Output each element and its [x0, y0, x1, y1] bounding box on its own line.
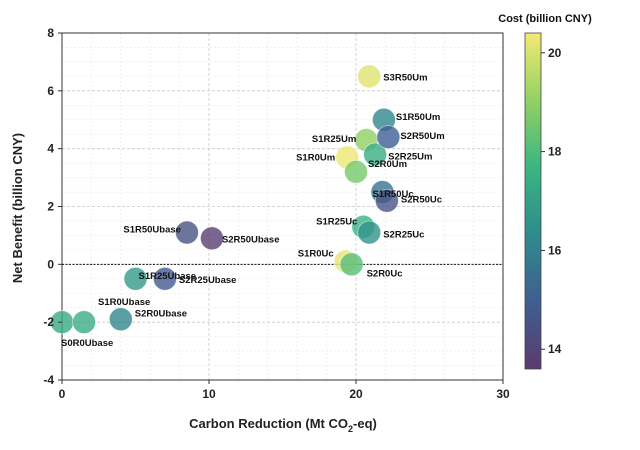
colorbar: Cost (billion CNY) 14 16 18 20 [498, 13, 592, 370]
data-point [152, 266, 177, 291]
y-tick-label: 0 [47, 257, 54, 271]
data-points [50, 64, 401, 335]
point-label: S2R25Um [388, 151, 432, 162]
y-tick-label: 8 [47, 26, 54, 40]
data-point [363, 142, 388, 167]
data-point [374, 188, 399, 213]
data-point [72, 310, 96, 335]
y-axis-title: Net Benefit (billion CNY) [10, 133, 25, 283]
point-label: S2R50Uc [401, 195, 442, 206]
x-tick-label: 20 [349, 387, 363, 401]
data-point [339, 252, 364, 277]
point-label: S2R50Um [400, 131, 444, 142]
data-point [200, 226, 224, 251]
point-label: S0R0Ubase [61, 338, 113, 349]
colorbar-title: Cost (billion CNY) [498, 13, 592, 25]
point-label: S1R25Ubase [139, 271, 197, 282]
y-tick-label: -2 [43, 315, 54, 329]
data-point [108, 307, 133, 332]
data-point [376, 125, 401, 150]
colorbar-tick-label: 18 [548, 145, 562, 159]
data-point [357, 64, 382, 89]
y-tick-label: 2 [47, 200, 54, 214]
point-label: S1R50Ubase [123, 225, 181, 236]
point-label: S1R25Um [312, 134, 356, 145]
tick-labels: 0 10 20 30 -4 -2 0 2 4 6 8 [43, 26, 510, 401]
y-tick-label: 4 [47, 142, 54, 156]
point-label: S2R0Um [368, 159, 407, 170]
x-tick-label: 0 [59, 387, 66, 401]
point-label: S2R25Ubase [179, 275, 237, 286]
point-label: S2R0Ubase [135, 308, 187, 319]
data-point [344, 159, 368, 184]
x-axis-title: Carbon Reduction (Mt CO2-eq) [189, 416, 377, 434]
point-label: S3R50Um [383, 72, 427, 83]
point-label: S1R0Uc [298, 248, 334, 259]
data-point [175, 220, 199, 245]
point-label: S2R25Uc [383, 230, 424, 241]
y-tick-label: -4 [43, 373, 54, 387]
x-tick-label: 30 [496, 387, 510, 401]
x-tick-label: 10 [202, 387, 216, 401]
point-label: S1R0Ubase [98, 297, 150, 308]
data-point [357, 220, 382, 245]
point-label: S2R50Ubase [222, 234, 280, 245]
point-label: S1R50Um [396, 112, 440, 123]
colorbar-tick-label: 16 [548, 243, 562, 257]
point-label: S1R50Uc [372, 189, 413, 200]
data-point [123, 266, 148, 291]
colorbar-gradient [524, 32, 542, 370]
point-label: S2R0Uc [367, 268, 403, 279]
point-label: S1R25Uc [316, 217, 357, 228]
point-label: S1R0Um [296, 152, 335, 163]
colorbar-tick-label: 20 [548, 46, 562, 60]
y-tick-label: 6 [47, 84, 54, 98]
colorbar-tick-label: 14 [548, 342, 562, 356]
point-labels: S0R0UbaseS1R0UbaseS2R0UbaseS1R25UbaseS2R… [61, 72, 445, 349]
